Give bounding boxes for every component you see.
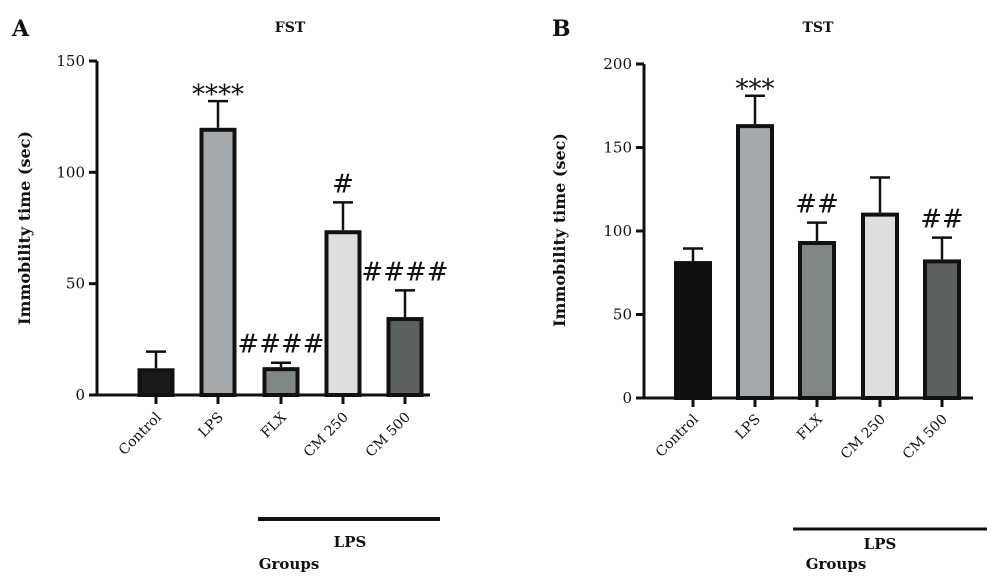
plot-area-b: 0 50 100 150 200 Control LPS *** FLX ## CM 250 CM 5…	[603, 55, 973, 463]
x-tick-label: CM 250	[838, 412, 889, 463]
x-tick-label: Control	[116, 409, 165, 458]
bar	[324, 230, 362, 397]
x-tick-label: CM 500	[900, 412, 951, 463]
y-tick-label: 100	[56, 163, 85, 181]
y-tick-label: 150	[603, 139, 632, 157]
y-axis-label-a: Immobility time (sec)	[15, 131, 34, 325]
significance-label: ##	[920, 205, 964, 235]
x-axis-label-b: Groups	[806, 555, 867, 573]
bar	[386, 317, 424, 398]
panel-letter-a: A	[11, 16, 30, 42]
y-tick-label: 0	[75, 386, 85, 404]
group-bracket-label-a: LPS	[334, 533, 367, 551]
bar	[674, 261, 712, 400]
y-tick-label: 150	[56, 52, 85, 70]
y-axis-label-b: Immobility time (sec)	[550, 133, 569, 327]
bar	[923, 259, 961, 401]
panel-letter-b: B	[552, 16, 571, 42]
group-bracket-label-b: LPS	[864, 535, 897, 553]
bar	[736, 124, 774, 401]
significance-label: ***	[736, 75, 775, 105]
x-tick-label: FLX	[258, 409, 290, 441]
x-tick-label: Control	[653, 411, 702, 460]
x-tick-label: CM 250	[301, 410, 352, 461]
x-tick-label: LPS	[732, 412, 763, 443]
bar	[861, 212, 899, 400]
significance-label: #	[332, 169, 354, 199]
chart-panel-a: A FST Immobility time (sec) 0 50 100 150 Con…	[11, 16, 449, 573]
significance-label: ****	[192, 80, 244, 110]
chart-title-b: TST	[803, 20, 835, 36]
y-tick-label: 50	[613, 306, 632, 324]
x-tick-label: LPS	[195, 410, 226, 441]
plot-area-a: 0 50 100 150 Control LPS **** FLX #### CM 250 # CM …	[56, 52, 448, 461]
bar	[199, 127, 237, 398]
y-tick-label: 50	[66, 275, 85, 293]
bar	[798, 241, 836, 400]
y-tick-label: 200	[603, 55, 632, 73]
bar	[262, 367, 300, 397]
x-tick-label: FLX	[794, 411, 826, 443]
x-axis-label-a: Groups	[259, 555, 320, 573]
significance-label: ####	[237, 330, 324, 360]
y-tick-label: 100	[603, 222, 632, 240]
y-tick-label: 0	[622, 389, 632, 407]
significance-label: ##	[795, 190, 839, 220]
x-tick-label: CM 500	[363, 410, 414, 461]
chart-panel-b: B TST Immobility time (sec) 0 50 100 150 200…	[550, 16, 987, 573]
chart-title-a: FST	[275, 20, 306, 36]
bar	[137, 368, 175, 397]
significance-label: ####	[361, 257, 448, 287]
